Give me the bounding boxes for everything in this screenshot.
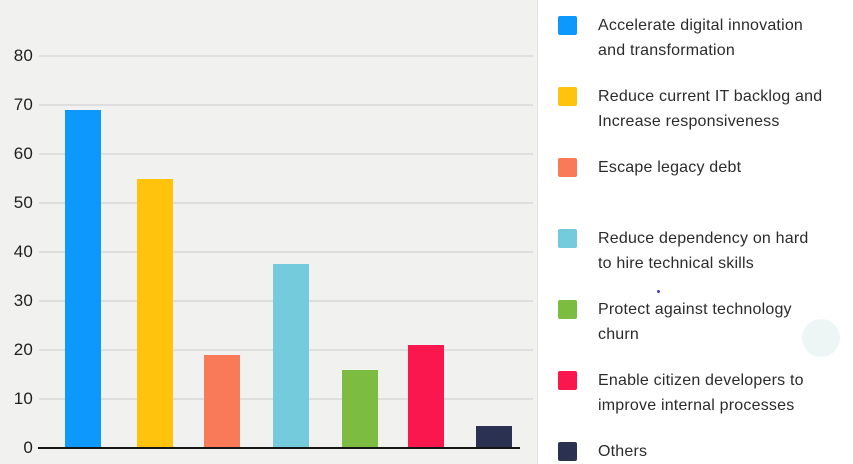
legend-swatch-icon: [558, 229, 577, 248]
x-axis-line: [38, 447, 520, 449]
legend-label-line: and transformation: [598, 42, 736, 59]
legend-label-line: Protect against technology: [598, 301, 792, 318]
y-tick-label: 0: [23, 438, 33, 457]
bar-2: [137, 178, 173, 448]
legend-swatch-icon: [558, 300, 577, 319]
legend-label-line: Escape legacy debt: [598, 159, 742, 176]
y-tick-label: 20: [13, 340, 33, 359]
y-tick-label: 50: [13, 193, 33, 212]
gridline-60: [39, 153, 533, 155]
legend-label: Escape legacy debt: [598, 155, 741, 180]
legend-label: Reduce dependency on hard to hire technic…: [598, 226, 809, 276]
legend-swatch-icon: [558, 158, 577, 177]
bar-7: [476, 425, 512, 448]
bar-1: [65, 109, 101, 448]
y-tick-label: 40: [13, 242, 33, 261]
stray-dot-artifact: [657, 290, 660, 293]
legend-item-6: Enable citizen developers to improve inte…: [538, 371, 853, 421]
legend-item-5: Protect against technology churn: [538, 300, 853, 350]
y-tick-label: 70: [13, 95, 33, 114]
legend-label-line: Reduce current IT backlog and: [598, 88, 823, 105]
gridline-50: [39, 202, 533, 204]
legend-label-line: Accelerate digital innovation: [598, 17, 804, 34]
legend-label: Others: [598, 439, 647, 464]
y-tick-label: 80: [13, 46, 33, 65]
bar-6: [408, 345, 444, 448]
legend-item-7: Others: [538, 442, 853, 464]
legend-item-1: Accelerate digital innovation and transfo…: [538, 16, 853, 66]
legend-label-line: improve internal processes: [598, 397, 795, 414]
legend-item-3: Escape legacy debt: [538, 158, 853, 183]
legend-label-line: churn: [598, 326, 640, 343]
legend-label-line: Increase responsiveness: [598, 113, 780, 130]
faint-circle-decoration: [802, 319, 840, 357]
y-tick-label: 10: [13, 389, 33, 408]
gridline-70: [39, 104, 533, 106]
y-tick-label: 30: [13, 291, 33, 310]
legend-label: Accelerate digital innovation and transfo…: [598, 13, 803, 63]
bar-4: [273, 264, 309, 448]
legend-swatch-icon: [558, 371, 577, 390]
bar-3: [204, 354, 240, 448]
bar-chart-panel: 0 10 20 30 40 50 60 70 80: [0, 0, 537, 464]
legend-label-line: Enable citizen developers to: [598, 372, 804, 389]
legend-swatch-icon: [558, 87, 577, 106]
gridline-80: [39, 55, 533, 57]
legend-swatch-icon: [558, 442, 577, 461]
legend-swatch-icon: [558, 16, 577, 35]
legend-item-4: Reduce dependency on hard to hire technic…: [538, 229, 853, 279]
chart-legend: Accelerate digital innovation and transfo…: [538, 0, 853, 464]
legend-label-line: to hire technical skills: [598, 255, 754, 272]
legend-label-line: Others: [598, 443, 648, 460]
legend-item-2: Reduce current IT backlog and Increase re…: [538, 87, 853, 137]
y-tick-label: 60: [13, 144, 33, 163]
legend-label-line: Reduce dependency on hard: [598, 230, 809, 247]
gridline-40: [39, 251, 533, 253]
bar-5: [342, 369, 378, 448]
legend-label: Protect against technology churn: [598, 297, 792, 347]
panel-divider: [537, 0, 538, 464]
legend-label: Reduce current IT backlog and Increase re…: [598, 84, 822, 134]
legend-label: Enable citizen developers to improve inte…: [598, 368, 804, 418]
